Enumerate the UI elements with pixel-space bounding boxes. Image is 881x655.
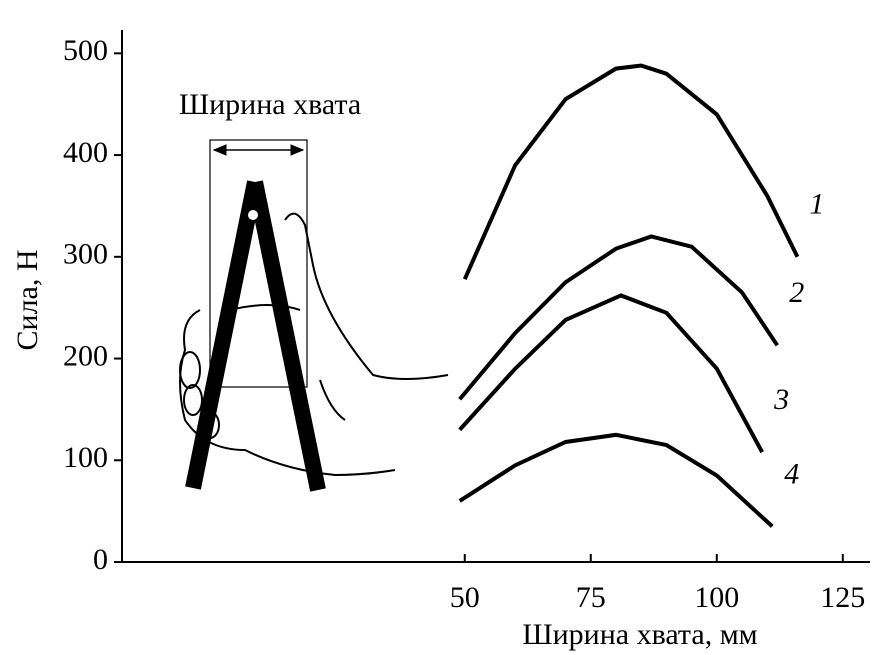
- annotation: Ширина хвата: [179, 88, 361, 121]
- chart: Ширина хвата Ширина хвата, мм Сила, Н 0 1…: [0, 0, 881, 655]
- series-label: 4: [784, 457, 799, 490]
- x-axis-title: Ширина хвата, мм: [522, 618, 757, 651]
- y-tick-label: 500: [63, 34, 108, 67]
- x-tick-label: 125: [820, 581, 865, 614]
- x-tick-label: 75: [576, 581, 606, 614]
- y-axis-title: Сила, Н: [11, 249, 44, 350]
- y-tick-label: 400: [63, 136, 108, 169]
- series-label: 2: [789, 276, 804, 309]
- grip-illustration: [180, 140, 448, 490]
- x-tick-label: 50: [450, 581, 480, 614]
- line: [460, 435, 773, 527]
- series-label: 3: [773, 383, 789, 416]
- line: [460, 295, 762, 452]
- y-tick-label: 100: [63, 441, 108, 474]
- series-label: 1: [809, 188, 824, 221]
- y-tick-label: 300: [63, 238, 108, 271]
- x-tick-label: 100: [694, 581, 739, 614]
- line: [465, 66, 798, 280]
- y-tick-label: 0: [93, 543, 108, 576]
- y-tick-label: 200: [63, 339, 108, 372]
